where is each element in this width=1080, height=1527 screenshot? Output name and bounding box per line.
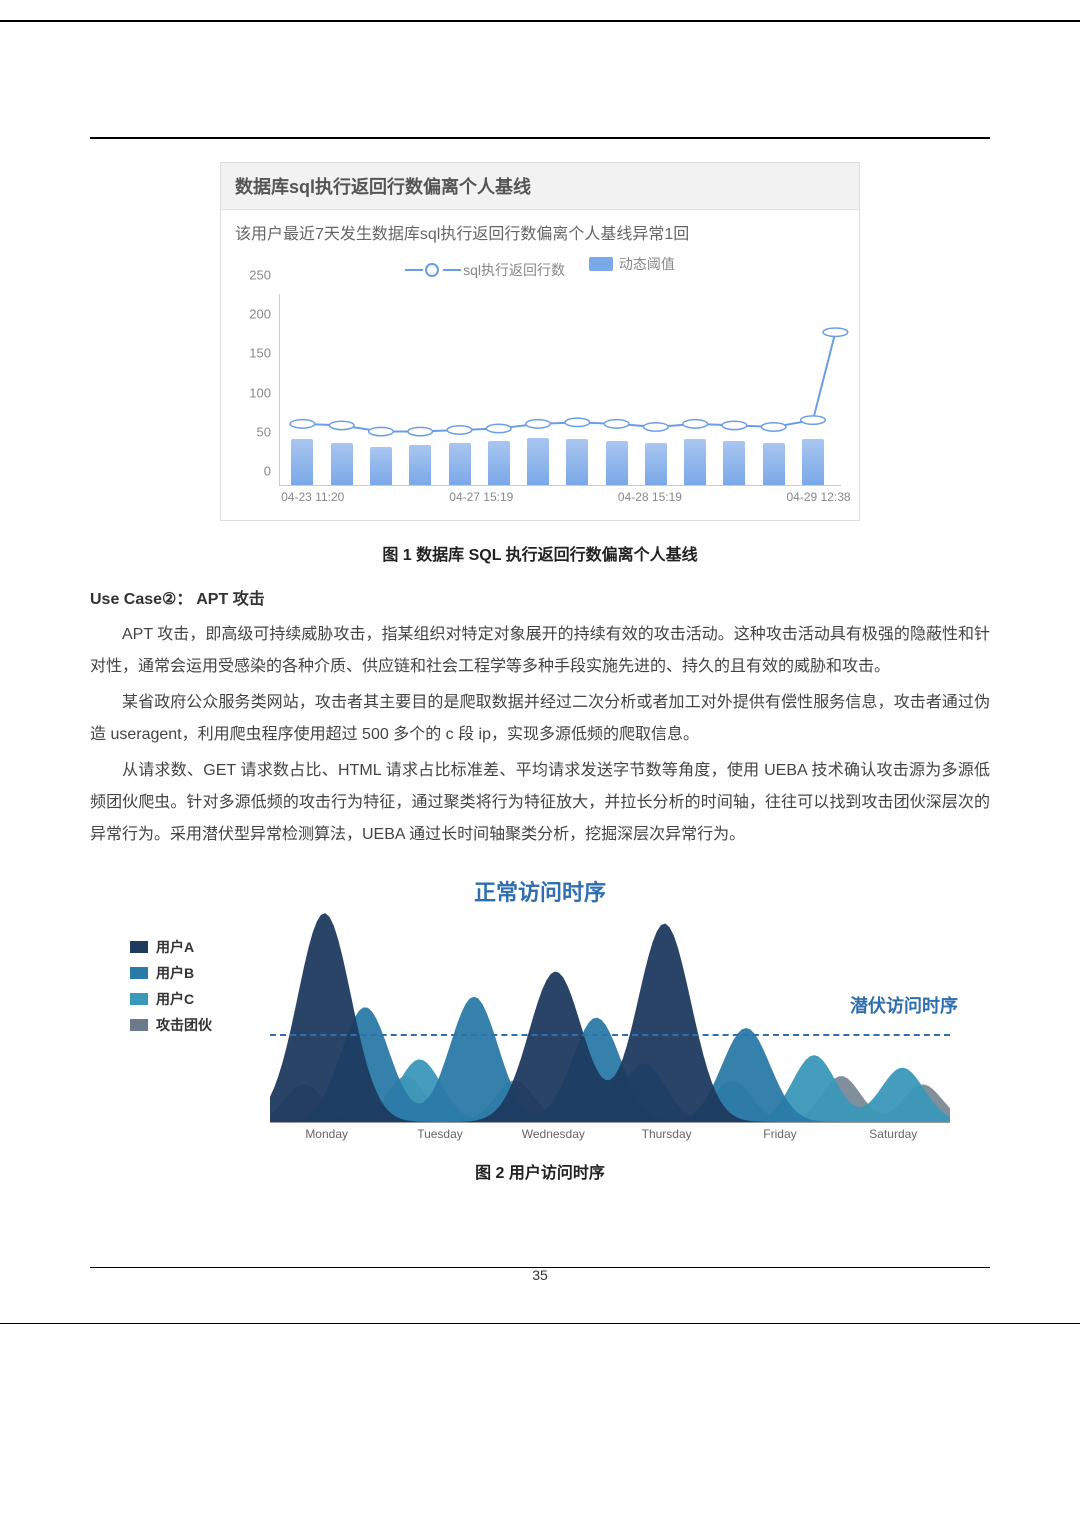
paragraph: 从请求数、GET 请求数占比、HTML 请求占比标准差、平均请求发送字节数等角度… xyxy=(90,755,990,851)
y-tick: 0 xyxy=(264,464,271,479)
legend-swatch-icon xyxy=(130,1019,148,1031)
chart2-dashline xyxy=(270,1034,950,1036)
chart1-panel: 数据库sql执行返回行数偏离个人基线 该用户最近7天发生数据库sql执行返回行数… xyxy=(220,162,860,521)
y-tick: 150 xyxy=(249,346,271,361)
legend-line-label: sql执行返回行数 xyxy=(463,260,565,280)
legend-item: 用户A xyxy=(130,937,270,957)
figure2-caption: 图 2 用户访问时序 xyxy=(90,1159,990,1183)
x-label: Thursday xyxy=(610,1127,723,1141)
chart2-x-labels: MondayTuesdayWednesdayThursdayFridaySatu… xyxy=(270,1123,950,1141)
y-tick: 50 xyxy=(257,424,271,439)
chart2-title: 正常访问时序 xyxy=(130,875,950,907)
figure1-caption: 图 1 数据库 SQL 执行返回行数偏离个人基线 xyxy=(90,541,990,565)
legend-label: 用户B xyxy=(156,963,194,983)
chart1-legend: sql执行返回行数 动态阈值 xyxy=(221,248,859,290)
y-tick: 200 xyxy=(249,307,271,322)
chart1-plot: 050100150200250 04-23 11:2004-27 15:1904… xyxy=(235,290,845,510)
chart1-line xyxy=(280,294,841,485)
chart2-svg xyxy=(270,913,950,1122)
legend-line-item: sql执行返回行数 xyxy=(405,260,565,280)
x-label: 04-23 11:20 xyxy=(281,490,344,504)
legend-item: 用户B xyxy=(130,963,270,983)
x-label: 04-27 15:19 xyxy=(449,490,513,504)
y-tick: 250 xyxy=(249,268,271,283)
legend-swatch-icon xyxy=(130,993,148,1005)
page-number: 35 xyxy=(90,1267,990,1283)
chart2-panel: 正常访问时序 用户A 用户B 用户C 攻击团伙 潜伏访问时序 MondayTuesda… xyxy=(130,875,950,1141)
x-label: 04-28 15:19 xyxy=(618,490,682,504)
chart1-y-axis: 050100150200250 xyxy=(235,290,275,486)
paragraph: 某省政府公众服务类网站，攻击者其主要目的是爬取数据并经过二次分析或者加工对外提供… xyxy=(90,687,990,751)
chart2-body: 用户A 用户B 用户C 攻击团伙 潜伏访问时序 xyxy=(130,913,950,1123)
legend-label: 攻击团伙 xyxy=(156,1015,212,1035)
legend-swatch-icon xyxy=(130,941,148,953)
legend-item: 攻击团伙 xyxy=(130,1015,270,1035)
paragraph: APT 攻击，即高级可持续威胁攻击，指某组织对特定对象展开的持续有效的攻击活动。… xyxy=(90,619,990,683)
x-label: Wednesday xyxy=(497,1127,610,1141)
chart1-subtitle: 该用户最近7天发生数据库sql执行返回行数偏离个人基线异常1回 xyxy=(221,210,859,248)
chart2-plot: 潜伏访问时序 xyxy=(270,913,950,1123)
legend-bar-label: 动态阈值 xyxy=(619,254,675,274)
page-content: 数据库sql执行返回行数偏离个人基线 该用户最近7天发生数据库sql执行返回行数… xyxy=(90,122,990,1243)
x-label: Friday xyxy=(723,1127,836,1141)
y-tick: 100 xyxy=(249,385,271,400)
chart2-legend: 用户A 用户B 用户C 攻击团伙 xyxy=(130,913,270,1123)
legend-label: 用户C xyxy=(156,989,194,1009)
section-heading: Use Case②： APT 攻击 xyxy=(90,585,990,609)
chart1-x-labels: 04-23 11:2004-27 15:1904-28 15:1904-29 1… xyxy=(279,490,841,510)
chart1-plot-area xyxy=(279,294,841,486)
x-label: Monday xyxy=(270,1127,383,1141)
legend-circle-icon xyxy=(425,263,439,277)
chart2-annotation: 潜伏访问时序 xyxy=(850,992,958,1018)
legend-box-icon xyxy=(589,257,613,271)
body-text: APT 攻击，即高级可持续威胁攻击，指某组织对特定对象展开的持续有效的攻击活动。… xyxy=(90,619,990,851)
x-label: 04-29 12:38 xyxy=(786,490,850,504)
legend-label: 用户A xyxy=(156,937,194,957)
legend-swatch-icon xyxy=(130,967,148,979)
legend-bar-item: 动态阈值 xyxy=(589,254,675,274)
legend-line-icon xyxy=(443,269,461,271)
document-page: 数据库sql执行返回行数偏离个人基线 该用户最近7天发生数据库sql执行返回行数… xyxy=(0,20,1080,1324)
chart1-title: 数据库sql执行返回行数偏离个人基线 xyxy=(221,163,859,210)
x-label: Tuesday xyxy=(383,1127,496,1141)
x-label: Saturday xyxy=(837,1127,950,1141)
legend-item: 用户C xyxy=(130,989,270,1009)
legend-line-icon xyxy=(405,269,423,271)
